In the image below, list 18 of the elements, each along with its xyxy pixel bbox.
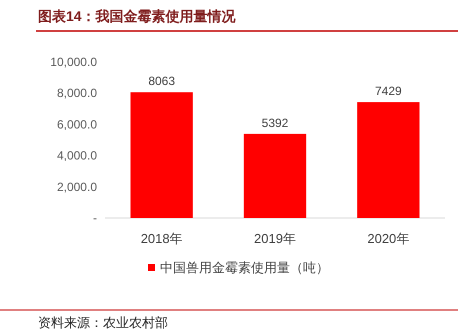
- x-tick-label: 2018年: [140, 231, 183, 246]
- data-label: 5392: [262, 116, 289, 130]
- data-label: 7429: [374, 84, 402, 98]
- bar: [357, 102, 420, 218]
- y-tick-label: 4,000.0: [56, 148, 98, 163]
- bar: [130, 92, 193, 218]
- legend-label: 中国兽用金霉素使用量（吨）: [160, 260, 329, 275]
- bar: [244, 134, 306, 218]
- chart-title: 图表14：我国金霉素使用量情况: [38, 8, 237, 24]
- x-tick-label: 2019年: [254, 231, 296, 246]
- text: 资料来源：农业农村部: [38, 315, 168, 330]
- y-tick-label: 10,000.0: [50, 55, 98, 69]
- data-label: 8063: [148, 74, 176, 88]
- y-tick-label: 8,000.0: [56, 86, 98, 100]
- y-tick-label: -: [93, 211, 97, 225]
- x-tick-label: 2020年: [367, 231, 410, 246]
- y-tick-label: 2,000.0: [56, 180, 98, 194]
- y-tick-label: 6,000.0: [56, 117, 98, 132]
